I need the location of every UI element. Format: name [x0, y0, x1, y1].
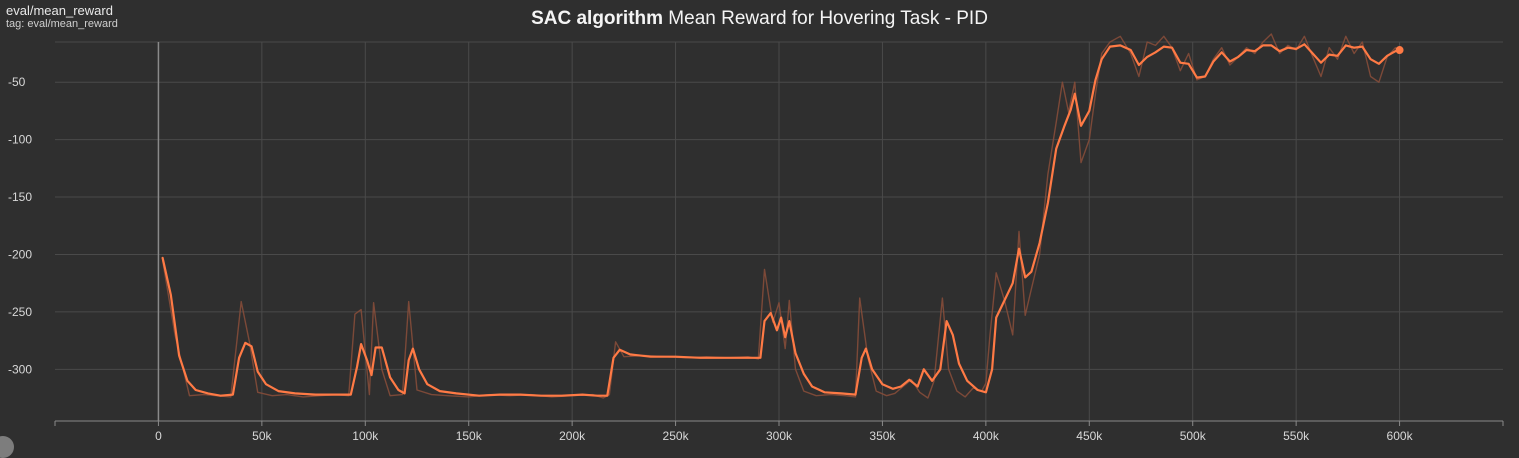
x-tick-label: 150k — [456, 429, 483, 443]
y-tick-label: -300 — [8, 362, 32, 376]
x-tick-label: 550k — [1283, 429, 1310, 443]
chart-title-bold: SAC algorithm — [531, 8, 664, 29]
y-tick-label: -100 — [8, 133, 32, 147]
chart-axes — [54, 42, 1504, 426]
y-tick-label: -150 — [8, 190, 32, 204]
chart-tick-labels: 0 50k 100k 150k 200k 250k 300k 350k 400k 450k 500k… — [8, 75, 1414, 443]
y-tick-label: -250 — [8, 305, 32, 319]
x-tick-label: 450k — [1076, 429, 1103, 443]
x-tick-label: 600k — [1387, 429, 1414, 443]
chart-grid — [55, 41, 1503, 421]
y-tick-label: -50 — [8, 75, 26, 89]
last-point-marker — [1395, 46, 1404, 55]
x-tick-label: 350k — [869, 429, 896, 443]
x-tick-label: 400k — [973, 429, 1000, 443]
x-tick-label: 50k — [252, 429, 272, 443]
x-tick-label: 100k — [352, 429, 379, 443]
x-tick-label: 200k — [559, 429, 586, 443]
smoothed-reward-line — [161, 43, 1401, 397]
x-tick-label: 300k — [766, 429, 793, 443]
y-tick-label: -200 — [8, 247, 32, 261]
chart-series — [161, 33, 1404, 399]
x-tick-label: 0 — [155, 429, 162, 443]
chart-title-rest: Mean Reward for Hovering Task - PID — [663, 8, 988, 29]
tag-name: eval/mean_reward — [6, 3, 113, 18]
tag-subtitle: tag: eval/mean_reward — [6, 18, 118, 30]
x-tick-label: 500k — [1180, 429, 1207, 443]
chart-title: SAC algorithm Mean Reward for Hovering T… — [0, 8, 1519, 30]
x-tick-label: 250k — [663, 429, 690, 443]
reward-line-chart[interactable]: 0 50k 100k 150k 200k 250k 300k 350k 400k 450k 500k… — [0, 0, 1519, 447]
raw-reward-line — [161, 33, 1400, 399]
